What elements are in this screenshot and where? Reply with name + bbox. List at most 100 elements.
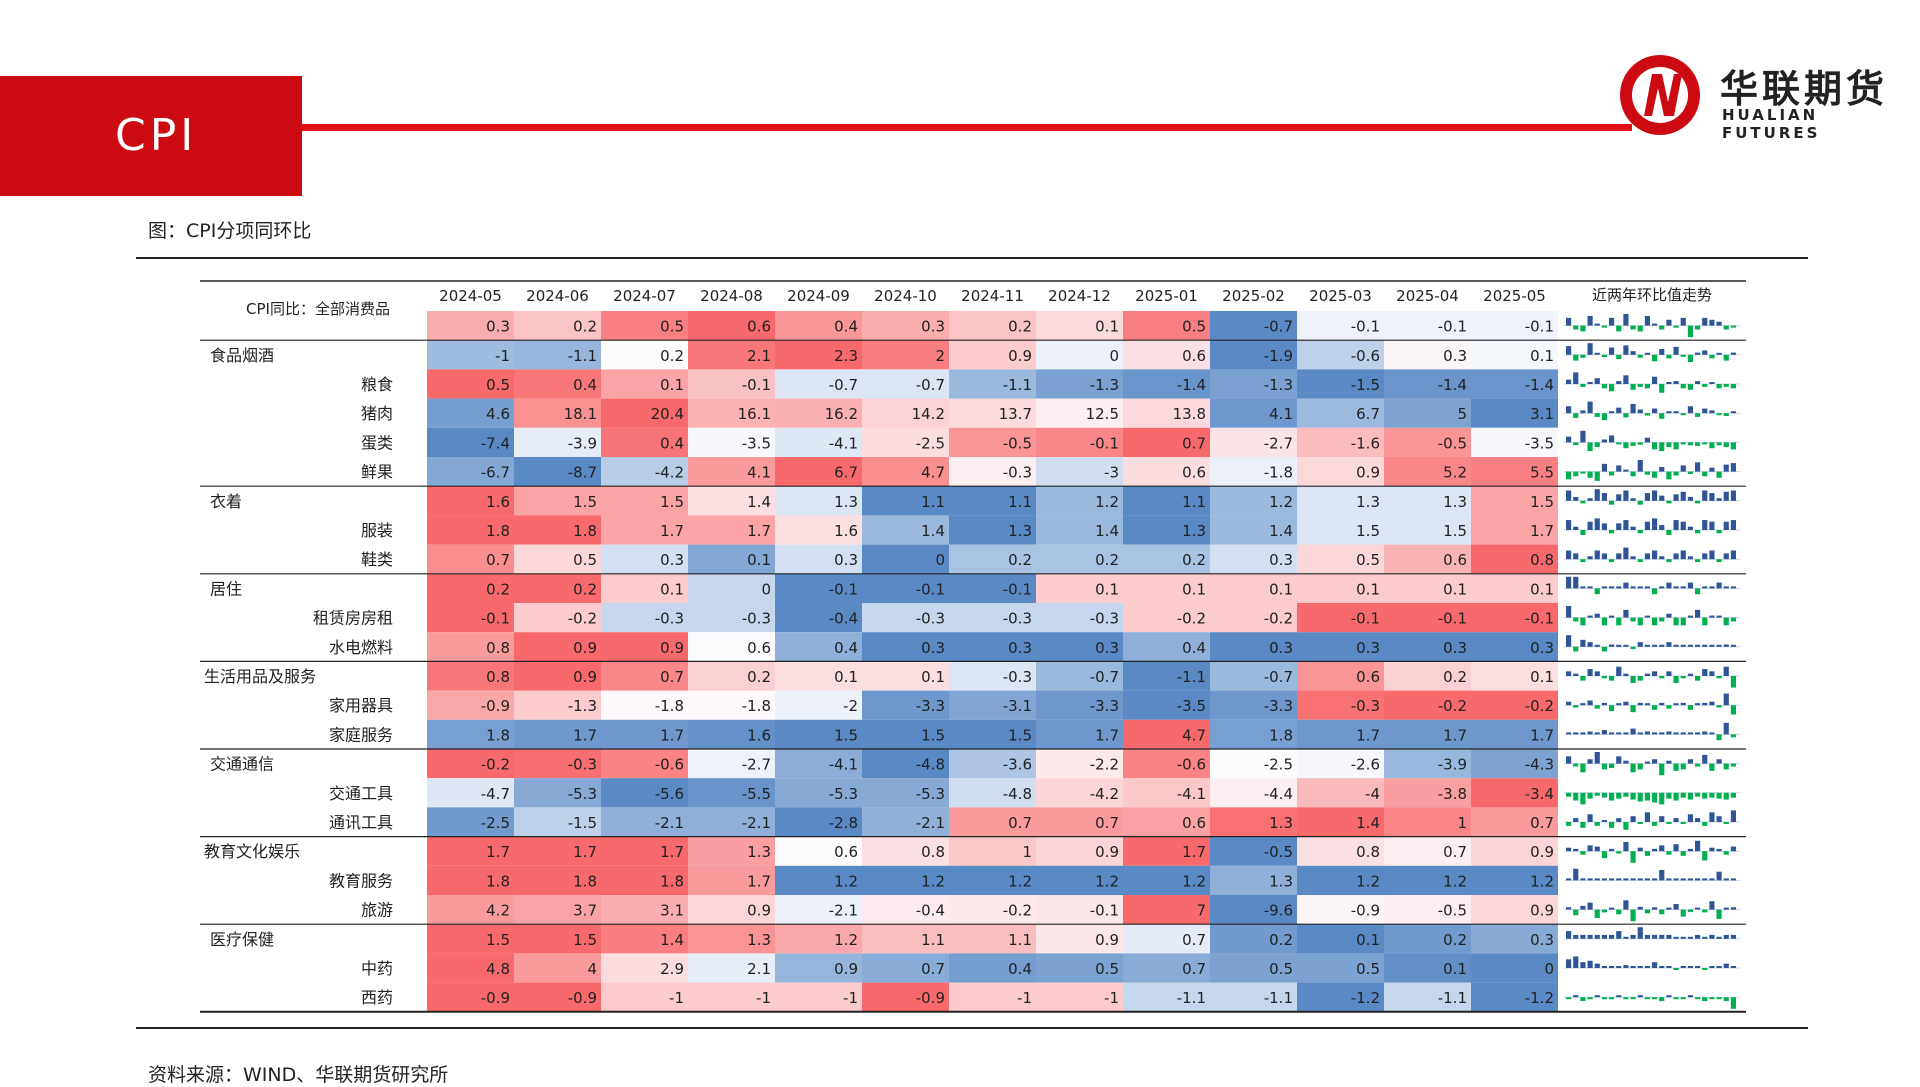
trend-bar bbox=[1644, 934, 1650, 939]
trend-bar bbox=[1716, 352, 1722, 355]
trend-bar bbox=[1659, 556, 1665, 560]
cell-value: -3.5 bbox=[1525, 434, 1554, 452]
cell-value: 0.6 bbox=[834, 843, 858, 861]
trend-bar bbox=[1730, 644, 1736, 647]
trend-bar bbox=[1673, 703, 1679, 706]
trend-bar bbox=[1580, 500, 1586, 504]
cell-value: -3.5 bbox=[742, 434, 771, 452]
trend-bar bbox=[1630, 498, 1636, 501]
trend-bar bbox=[1644, 644, 1650, 647]
trend-bar bbox=[1609, 471, 1615, 476]
trend-bar bbox=[1723, 997, 1729, 1002]
cell-value: -3.8 bbox=[1438, 785, 1467, 803]
cell-value: 0 bbox=[1109, 347, 1119, 365]
heat-cell bbox=[1297, 895, 1384, 925]
cell-value: 4.1 bbox=[747, 464, 771, 482]
cell-value: 0.9 bbox=[573, 639, 597, 657]
trend-bar bbox=[1616, 931, 1622, 939]
cell-value: 0.1 bbox=[1530, 580, 1554, 598]
cell-value: 0.3 bbox=[486, 318, 510, 336]
trend-bar bbox=[1587, 700, 1593, 706]
cell-value: 1.4 bbox=[1095, 522, 1119, 540]
trend-bar bbox=[1630, 763, 1636, 773]
trend-bar bbox=[1566, 931, 1572, 939]
trend-bar bbox=[1652, 848, 1658, 852]
trend-bar bbox=[1623, 673, 1629, 676]
cell-value: 5.5 bbox=[1530, 464, 1554, 482]
trend-bar bbox=[1687, 909, 1693, 912]
heat-cell bbox=[862, 778, 949, 808]
trend-bar bbox=[1601, 439, 1607, 443]
heat-cell bbox=[1384, 544, 1471, 574]
heat-cell bbox=[1471, 982, 1558, 1012]
cell-value: -5.3 bbox=[916, 785, 945, 803]
trend-bar bbox=[1687, 732, 1693, 735]
cell-value: 0.5 bbox=[486, 376, 510, 394]
heat-cell bbox=[775, 486, 862, 516]
trend-bar bbox=[1673, 411, 1679, 414]
heat-cell bbox=[1123, 982, 1210, 1012]
heat-cell bbox=[1036, 427, 1123, 457]
heat-cell bbox=[688, 778, 775, 808]
trend-bar bbox=[1702, 997, 1708, 1002]
heat-cell bbox=[601, 515, 688, 545]
column-header: 2025-02 bbox=[1222, 287, 1285, 305]
heat-cell bbox=[775, 632, 862, 662]
trend-bar bbox=[1573, 995, 1579, 998]
top-rule bbox=[136, 257, 1808, 259]
trend-bar bbox=[1601, 354, 1607, 357]
trend-bar bbox=[1723, 553, 1729, 560]
trend-bar bbox=[1659, 763, 1665, 776]
trend-bar bbox=[1587, 997, 1593, 1000]
heat-cell bbox=[601, 661, 688, 691]
heat-cell bbox=[1036, 865, 1123, 895]
trend-bar bbox=[1594, 518, 1600, 530]
trend-bar bbox=[1702, 968, 1708, 970]
trend-bar bbox=[1709, 493, 1715, 501]
cell-value: 1.4 bbox=[921, 522, 945, 540]
trend-bar bbox=[1609, 530, 1615, 534]
trend-bar bbox=[1644, 673, 1650, 676]
trend-bar bbox=[1637, 384, 1643, 387]
trend-bar bbox=[1680, 997, 1686, 1000]
cell-value: 1 bbox=[1457, 814, 1467, 832]
sub-row-label: 水电燃料 bbox=[329, 638, 393, 657]
trend-bar bbox=[1609, 705, 1615, 711]
trend-bar bbox=[1609, 500, 1615, 505]
trend-bar bbox=[1566, 792, 1572, 797]
cell-value: 6.7 bbox=[834, 464, 858, 482]
trend-bar bbox=[1723, 586, 1729, 589]
heat-cell bbox=[862, 398, 949, 428]
cell-value: -2.1 bbox=[916, 814, 945, 832]
trend-bar bbox=[1601, 851, 1607, 859]
sub-row-label: 蛋类 bbox=[361, 433, 393, 452]
heat-cell bbox=[1123, 895, 1210, 925]
heat-cell bbox=[775, 573, 862, 603]
trend-bar bbox=[1630, 792, 1636, 800]
trend-bar bbox=[1687, 496, 1693, 501]
trend-bar bbox=[1695, 462, 1701, 472]
trend-bar bbox=[1709, 997, 1715, 1000]
heat-cell bbox=[1384, 427, 1471, 457]
heat-cell bbox=[514, 836, 601, 866]
cell-value: -0.6 bbox=[655, 756, 684, 774]
cell-value: -0.1 bbox=[1525, 610, 1554, 628]
trend-bar bbox=[1695, 703, 1701, 706]
trend-bar bbox=[1659, 934, 1665, 939]
trend-bar bbox=[1630, 728, 1636, 735]
heat-cell bbox=[862, 953, 949, 983]
heat-cell bbox=[601, 369, 688, 399]
trend-bar bbox=[1609, 676, 1615, 681]
cell-value: 4.2 bbox=[486, 902, 510, 920]
heat-cell bbox=[775, 544, 862, 574]
trend-bar bbox=[1659, 413, 1665, 419]
cell-value: 0.9 bbox=[1530, 843, 1554, 861]
trend-bar bbox=[1601, 934, 1607, 939]
cell-value: 4 bbox=[587, 960, 597, 978]
heat-cell bbox=[1471, 807, 1558, 837]
heat-cell bbox=[688, 573, 775, 603]
heat-cell bbox=[514, 953, 601, 983]
trend-bar bbox=[1587, 315, 1593, 326]
trend-bar bbox=[1580, 471, 1586, 474]
trend-bar bbox=[1709, 878, 1715, 881]
